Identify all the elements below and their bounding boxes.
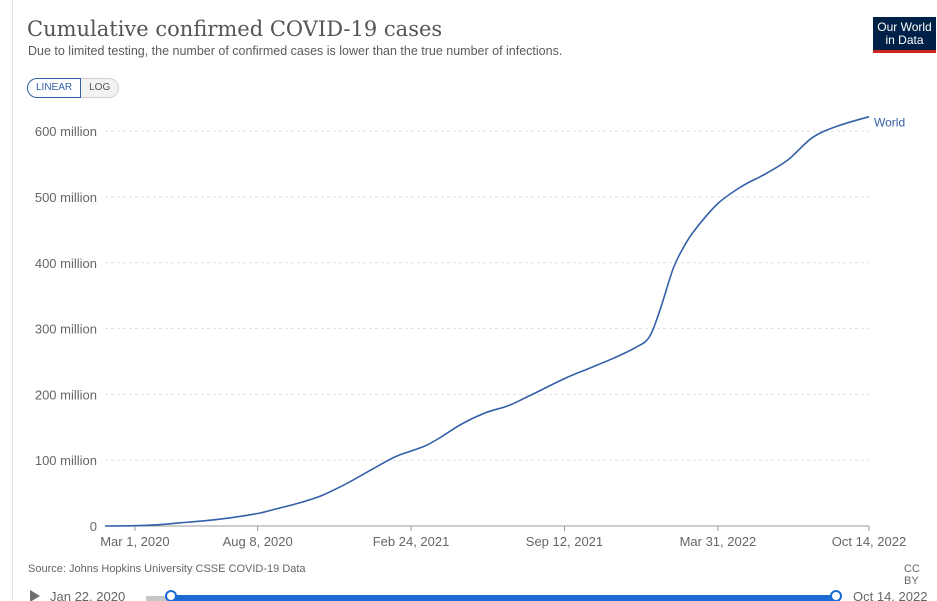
x-axis: Mar 1, 2020 Aug 8, 2020 Feb 24, 2021 Sep 12… — [100, 525, 906, 549]
y-tick-label: 300 million — [35, 322, 97, 337]
y-tick-label: 600 million — [35, 124, 97, 139]
log-scale-button[interactable]: LOG — [81, 78, 120, 98]
y-tick-label: 400 million — [35, 256, 97, 271]
timeline-start-handle[interactable] — [165, 590, 177, 601]
logo-line-2: in Data — [885, 33, 924, 47]
source-note[interactable]: Source: Johns Hopkins University CSSE CO… — [28, 563, 306, 575]
series-line-world[interactable] — [104, 115, 870, 527]
chart-frame — [12, 0, 937, 601]
timeline-start-label: Jan 22, 2020 — [50, 589, 126, 601]
y-tick-label: 0 — [90, 519, 97, 534]
owid-logo[interactable]: Our World in Data — [873, 17, 936, 53]
scale-toggle: LINEAR LOG — [27, 78, 120, 98]
chart-title: Cumulative confirmed COVID-19 cases — [27, 17, 443, 41]
grid-lines — [105, 130, 869, 461]
series-label[interactable]: World — [874, 116, 905, 130]
timeline-slider: Jan 22, 2020 Oct 14, 2022 — [0, 584, 937, 601]
series-layer: World — [104, 115, 905, 527]
timeline-end-handle[interactable] — [830, 590, 842, 601]
license-link[interactable]: CC BY — [904, 563, 920, 587]
line-chart: 0 100 million 200 million 300 million 400 mi… — [35, 115, 906, 549]
timeline-end-label: Oct 14, 2022 — [853, 589, 928, 601]
y-axis: 0 100 million 200 million 300 million 400 mi… — [35, 124, 97, 534]
chart-subtitle: Due to limited testing, the number of co… — [28, 44, 563, 58]
x-tick-label: Oct 14, 2022 — [832, 534, 906, 549]
logo-accent-bar — [873, 50, 936, 53]
y-tick-label: 100 million — [35, 453, 97, 468]
timeline-track — [146, 596, 170, 601]
logo-line-1: Our World — [877, 20, 932, 34]
x-tick-label: Feb 24, 2021 — [373, 534, 450, 549]
linear-scale-button[interactable]: LINEAR — [27, 78, 82, 98]
x-tick-label: Sep 12, 2021 — [526, 534, 603, 549]
x-tick-label: Mar 1, 2020 — [100, 534, 169, 549]
y-tick-label: 500 million — [35, 190, 97, 205]
timeline-selected-range[interactable] — [172, 595, 837, 601]
x-tick-label: Aug 8, 2020 — [223, 534, 293, 549]
play-icon[interactable] — [30, 590, 40, 601]
y-tick-label: 200 million — [35, 387, 97, 402]
x-tick-label: Mar 31, 2022 — [680, 534, 757, 549]
